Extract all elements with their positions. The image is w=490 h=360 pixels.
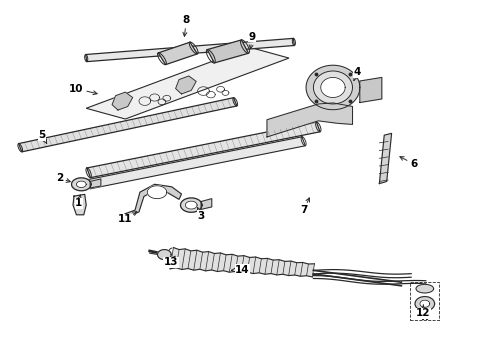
Polygon shape [158,249,171,260]
Polygon shape [175,76,196,94]
Polygon shape [158,42,197,65]
Text: 14: 14 [231,265,250,275]
Polygon shape [416,284,434,293]
Polygon shape [180,198,202,212]
Polygon shape [73,194,86,215]
Polygon shape [185,201,197,209]
Polygon shape [72,178,91,191]
Polygon shape [379,134,392,184]
Polygon shape [314,71,352,104]
Polygon shape [147,186,167,199]
Text: 5: 5 [39,130,47,143]
Polygon shape [170,248,315,277]
Polygon shape [86,39,294,62]
Text: 4: 4 [354,67,361,81]
Polygon shape [125,184,181,216]
Polygon shape [306,65,360,110]
Polygon shape [267,103,352,137]
Polygon shape [90,179,101,188]
Polygon shape [76,181,86,188]
Text: 13: 13 [164,256,178,267]
Text: 9: 9 [249,32,256,49]
Text: 10: 10 [69,84,97,95]
Text: 11: 11 [118,212,137,224]
Text: 1: 1 [75,195,82,208]
Text: 3: 3 [197,207,205,221]
Text: 6: 6 [400,157,417,169]
Polygon shape [201,199,212,210]
Text: 7: 7 [300,198,310,216]
Polygon shape [321,77,345,98]
Polygon shape [19,98,237,152]
Text: 8: 8 [183,15,190,36]
Polygon shape [207,40,248,63]
Polygon shape [112,92,133,110]
Polygon shape [415,297,435,311]
Polygon shape [87,122,320,178]
Polygon shape [87,137,305,189]
Polygon shape [360,77,382,103]
Text: 2: 2 [56,173,70,183]
Polygon shape [86,47,289,119]
Text: 12: 12 [416,305,431,318]
Polygon shape [420,300,430,307]
